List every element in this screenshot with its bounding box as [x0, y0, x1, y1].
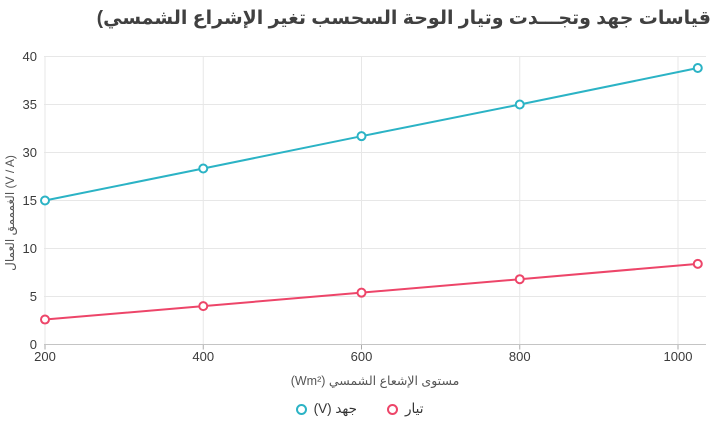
- voltage-point-marker: [356, 131, 367, 142]
- current-point-marker: [692, 258, 703, 269]
- voltage-line: [44, 67, 698, 202]
- empty-circle-marker-icon: [295, 403, 307, 415]
- legend-item-label: جهد (V): [313, 401, 357, 416]
- voltage-point-marker: [514, 99, 525, 110]
- voltage-point-marker: [692, 63, 703, 74]
- current-point-marker: [40, 314, 50, 325]
- legend: تيار جهد (V): [0, 401, 719, 417]
- legend-item-voltage[interactable]: جهد (V): [295, 401, 357, 417]
- x-tick-label: 600: [350, 349, 373, 364]
- x-tick-label: 200: [34, 349, 56, 364]
- chart-title: قياسات جهد وتجـــدت وتيار الوحة السحسب ت…: [96, 8, 711, 29]
- y-tick-label: 35: [22, 96, 37, 112]
- y-tick-label: 5: [29, 288, 37, 304]
- voltage-point-marker: [198, 163, 209, 174]
- empty-circle-marker-icon: [386, 403, 398, 415]
- x-tick-label: 400: [192, 349, 215, 364]
- y-tick-label: 40: [22, 48, 37, 64]
- y-tick-label: 15: [22, 192, 37, 208]
- y-axis-title: (V / A) الغمممق العمال: [3, 155, 17, 271]
- y-tick-label: 0: [29, 336, 37, 352]
- legend-item-label: تيار: [404, 401, 424, 416]
- x-tick-label: 1000: [663, 349, 693, 364]
- current-line: [44, 262, 698, 321]
- voltage-point-marker: [40, 195, 50, 206]
- current-point-marker: [198, 301, 209, 312]
- current-point-marker: [356, 287, 367, 298]
- legend-item-current[interactable]: تيار: [386, 401, 424, 417]
- x-tick-label: 800: [508, 349, 531, 364]
- y-tick-label: 10: [22, 240, 37, 256]
- x-axis-title: مستوى الإشعاع الشمسي (Wm²): [290, 374, 460, 388]
- y-tick-label: 30: [22, 144, 37, 160]
- current-point-marker: [514, 274, 525, 285]
